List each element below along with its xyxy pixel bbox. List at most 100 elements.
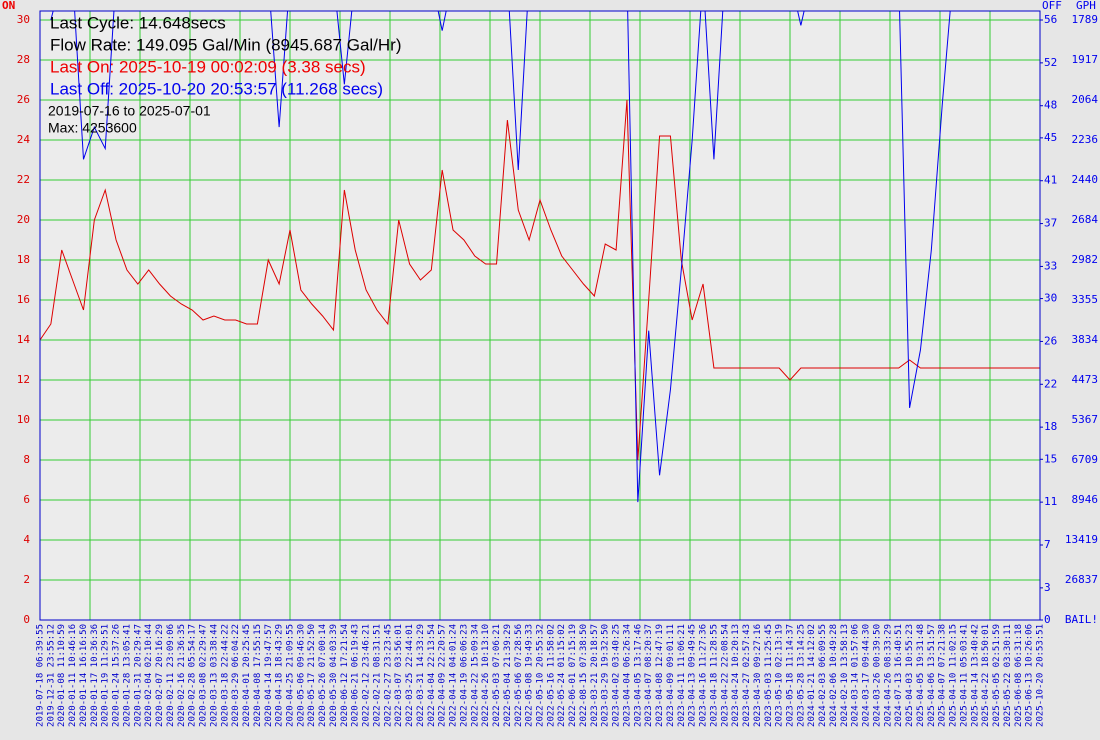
plot-frame: [39, 10, 1041, 621]
gph-tick-label: 6709: [1072, 453, 1099, 466]
x-tick-label: 2024-04-26 08:33:29: [883, 624, 893, 727]
x-tick-label: 2025-04-06 13:51:57: [927, 624, 937, 727]
y2-tick-label: 56: [1044, 13, 1057, 26]
x-tick-label: 2022-05-24 01:15:02: [557, 624, 567, 727]
gph-tick-label: 2236: [1072, 133, 1099, 146]
x-tick-label: 2020-02-07 20:16:29: [155, 624, 165, 727]
x-tick-label: 2023-04-02 03:40:25: [612, 624, 622, 727]
x-tick-label: 2020-01-24 15:37:26: [112, 624, 122, 727]
x-tick-label: 2025-04-14 13:40:42: [970, 624, 980, 727]
x-tick-label: 2023-03-29 19:32:50: [601, 624, 611, 727]
ticks: 0246810121416182022242628300371115182226…: [17, 13, 1099, 727]
x-tick-label: 2020-05-17 21:52:50: [307, 624, 317, 727]
y2-tick-label: 22: [1044, 377, 1057, 390]
y2-tick-label: 26: [1044, 334, 1057, 347]
x-tick-label: 2023-04-18 11:28:55: [709, 624, 719, 727]
gph-tick-label: 26837: [1065, 573, 1098, 586]
x-tick-label: 2022-04-22 15:09:34: [470, 624, 480, 727]
annotation: Max: 4253600: [48, 120, 137, 136]
x-tick-label: 2023-04-13 09:49:45: [688, 624, 698, 727]
y-tick-label: 6: [23, 493, 30, 506]
series-line: [40, 99, 1040, 461]
y2-tick-label: 45: [1044, 131, 1057, 144]
x-tick-label: 2023-04-05 13:17:46: [633, 624, 643, 727]
x-tick-label: 2023-04-16 11:27:36: [699, 624, 709, 727]
y-tick-label: 22: [17, 173, 30, 186]
gph-tick-label: 8946: [1072, 493, 1099, 506]
x-tick-label: 2019-07-18 06:39:55: [36, 624, 46, 727]
x-tick-label: 2024-02-10 13:58:13: [840, 624, 850, 727]
x-tick-label: 2020-03-29 06:04:22: [231, 624, 241, 727]
x-tick-label: 2025-04-07 07:21:38: [938, 624, 948, 727]
y-axis-title: ON: [2, 0, 15, 12]
x-tick-label: 2023-03-21 20:18:57: [590, 624, 600, 727]
x-tick-label: 2020-03-13 03:38:44: [209, 624, 219, 727]
y-tick-label: 10: [17, 413, 30, 426]
x-tick-label: 2020-06-21 06:19:43: [351, 624, 361, 727]
x-tick-label: 2022-02-27 23:23:45: [383, 624, 393, 727]
gph-tick-label: 3355: [1072, 293, 1099, 306]
x-tick-label: 2024-02-03 06:09:55: [818, 624, 828, 727]
x-tick-label: 2022-05-10 20:55:32: [536, 624, 546, 727]
y2-tick-label: 15: [1044, 452, 1057, 465]
x-tick-label: 2023-04-07 08:20:37: [644, 624, 654, 727]
y2-tick-label: 48: [1044, 99, 1057, 112]
x-tick-label: 2020-04-14 19:47:57: [264, 624, 274, 727]
x-tick-label: 2022-05-08 19:49:33: [525, 624, 535, 727]
x-tick-label: 2022-03-31 14:33:29: [416, 624, 426, 727]
x-tick-label: 2023-04-09 09:01:11: [666, 624, 676, 727]
x-tick-label: 2023-05-03 11:25:45: [764, 624, 774, 727]
y2-tick-label: 30: [1044, 292, 1057, 305]
x-tick-label: 2020-01-19 11:29:51: [101, 624, 111, 727]
annotation: Flow Rate: 149.095 Gal/Min (8945.687 Gal…: [50, 35, 402, 54]
x-tick-label: 2020-05-30 04:03:39: [329, 624, 339, 727]
x-tick-label: 2020-04-01 20:25:45: [242, 624, 252, 727]
x-tick-label: 2024-03-17 09:44:30: [862, 624, 872, 727]
x-tick-label: 2020-03-18 22:44:22: [220, 624, 230, 727]
y-tick-label: 4: [23, 533, 30, 546]
x-tick-label: 2020-01-08 11:10:59: [57, 624, 67, 727]
x-tick-label: 2023-04-24 10:20:13: [731, 624, 741, 727]
y-tick-label: 28: [17, 53, 30, 66]
gph-tick-label: 1917: [1072, 53, 1099, 66]
x-tick-label: 2025-04-11 05:03:41: [959, 624, 969, 727]
x-tick-label: 2022-02-12 23:46:21: [362, 624, 372, 727]
y-tick-label: 18: [17, 253, 30, 266]
x-tick-label: 2025-05-22 03:30:11: [1003, 624, 1013, 727]
x-tick-label: 2024-03-26 00:39:50: [872, 624, 882, 727]
y-tick-label: 24: [17, 133, 31, 146]
series-layer: [40, 11, 1040, 503]
x-tick-label: 2022-05-04 21:39:29: [503, 624, 513, 727]
annotation: Last Cycle: 14.648secs: [50, 13, 226, 32]
x-tick-label: 2025-06-13 10:26:06: [1025, 624, 1035, 727]
x-tick-label: 2020-02-04 02:10:44: [144, 624, 154, 727]
x-tick-label: 2020-02-16 21:36:35: [177, 624, 187, 727]
gph-tick-label: 2982: [1072, 253, 1099, 266]
gph-tick-label: 1789: [1072, 13, 1099, 26]
x-tick-label: 2020-01-11 10:46:16: [68, 624, 78, 727]
x-tick-label: 2020-01-31 20:29:47: [133, 624, 143, 727]
gph-tick-label: 2440: [1072, 173, 1099, 186]
annotation: 2019-07-16 to 2025-07-01: [48, 103, 211, 119]
x-tick-label: 2020-02-28 05:54:17: [188, 624, 198, 727]
gph-tick-label: 2684: [1072, 213, 1099, 226]
x-tick-label: 2020-01-14 16:16:50: [79, 624, 89, 727]
gph-axis-title: GPH: [1076, 0, 1096, 12]
y-tick-label: 14: [17, 333, 31, 346]
x-tick-label: 2020-05-26 07:00:14: [318, 624, 328, 727]
x-tick-label: 2020-01-28 13:05:41: [122, 624, 132, 727]
x-tick-label: 2022-02-21 08:31:51: [372, 624, 382, 727]
x-tick-label: 2025-04-22 18:50:01: [981, 624, 991, 727]
x-tick-label: 2023-05-28 13:14:25: [796, 624, 806, 727]
y2-tick-label: 11: [1044, 495, 1057, 508]
y2-tick-label: 41: [1044, 174, 1057, 187]
x-tick-label: 2023-04-22 22:08:54: [720, 624, 730, 727]
x-tick-label: 2025-04-10 11:02:15: [949, 624, 959, 727]
x-tick-label: 2022-04-26 10:13:10: [481, 624, 491, 727]
x-tick-label: 2020-04-08 17:55:15: [253, 624, 263, 727]
gph-tick-label: 3834: [1072, 333, 1099, 346]
x-tick-label: 2020-04-25 21:09:55: [286, 624, 296, 727]
x-tick-label: 2025-10-20 20:53:51: [1036, 624, 1046, 727]
y-tick-label: 26: [17, 93, 30, 106]
